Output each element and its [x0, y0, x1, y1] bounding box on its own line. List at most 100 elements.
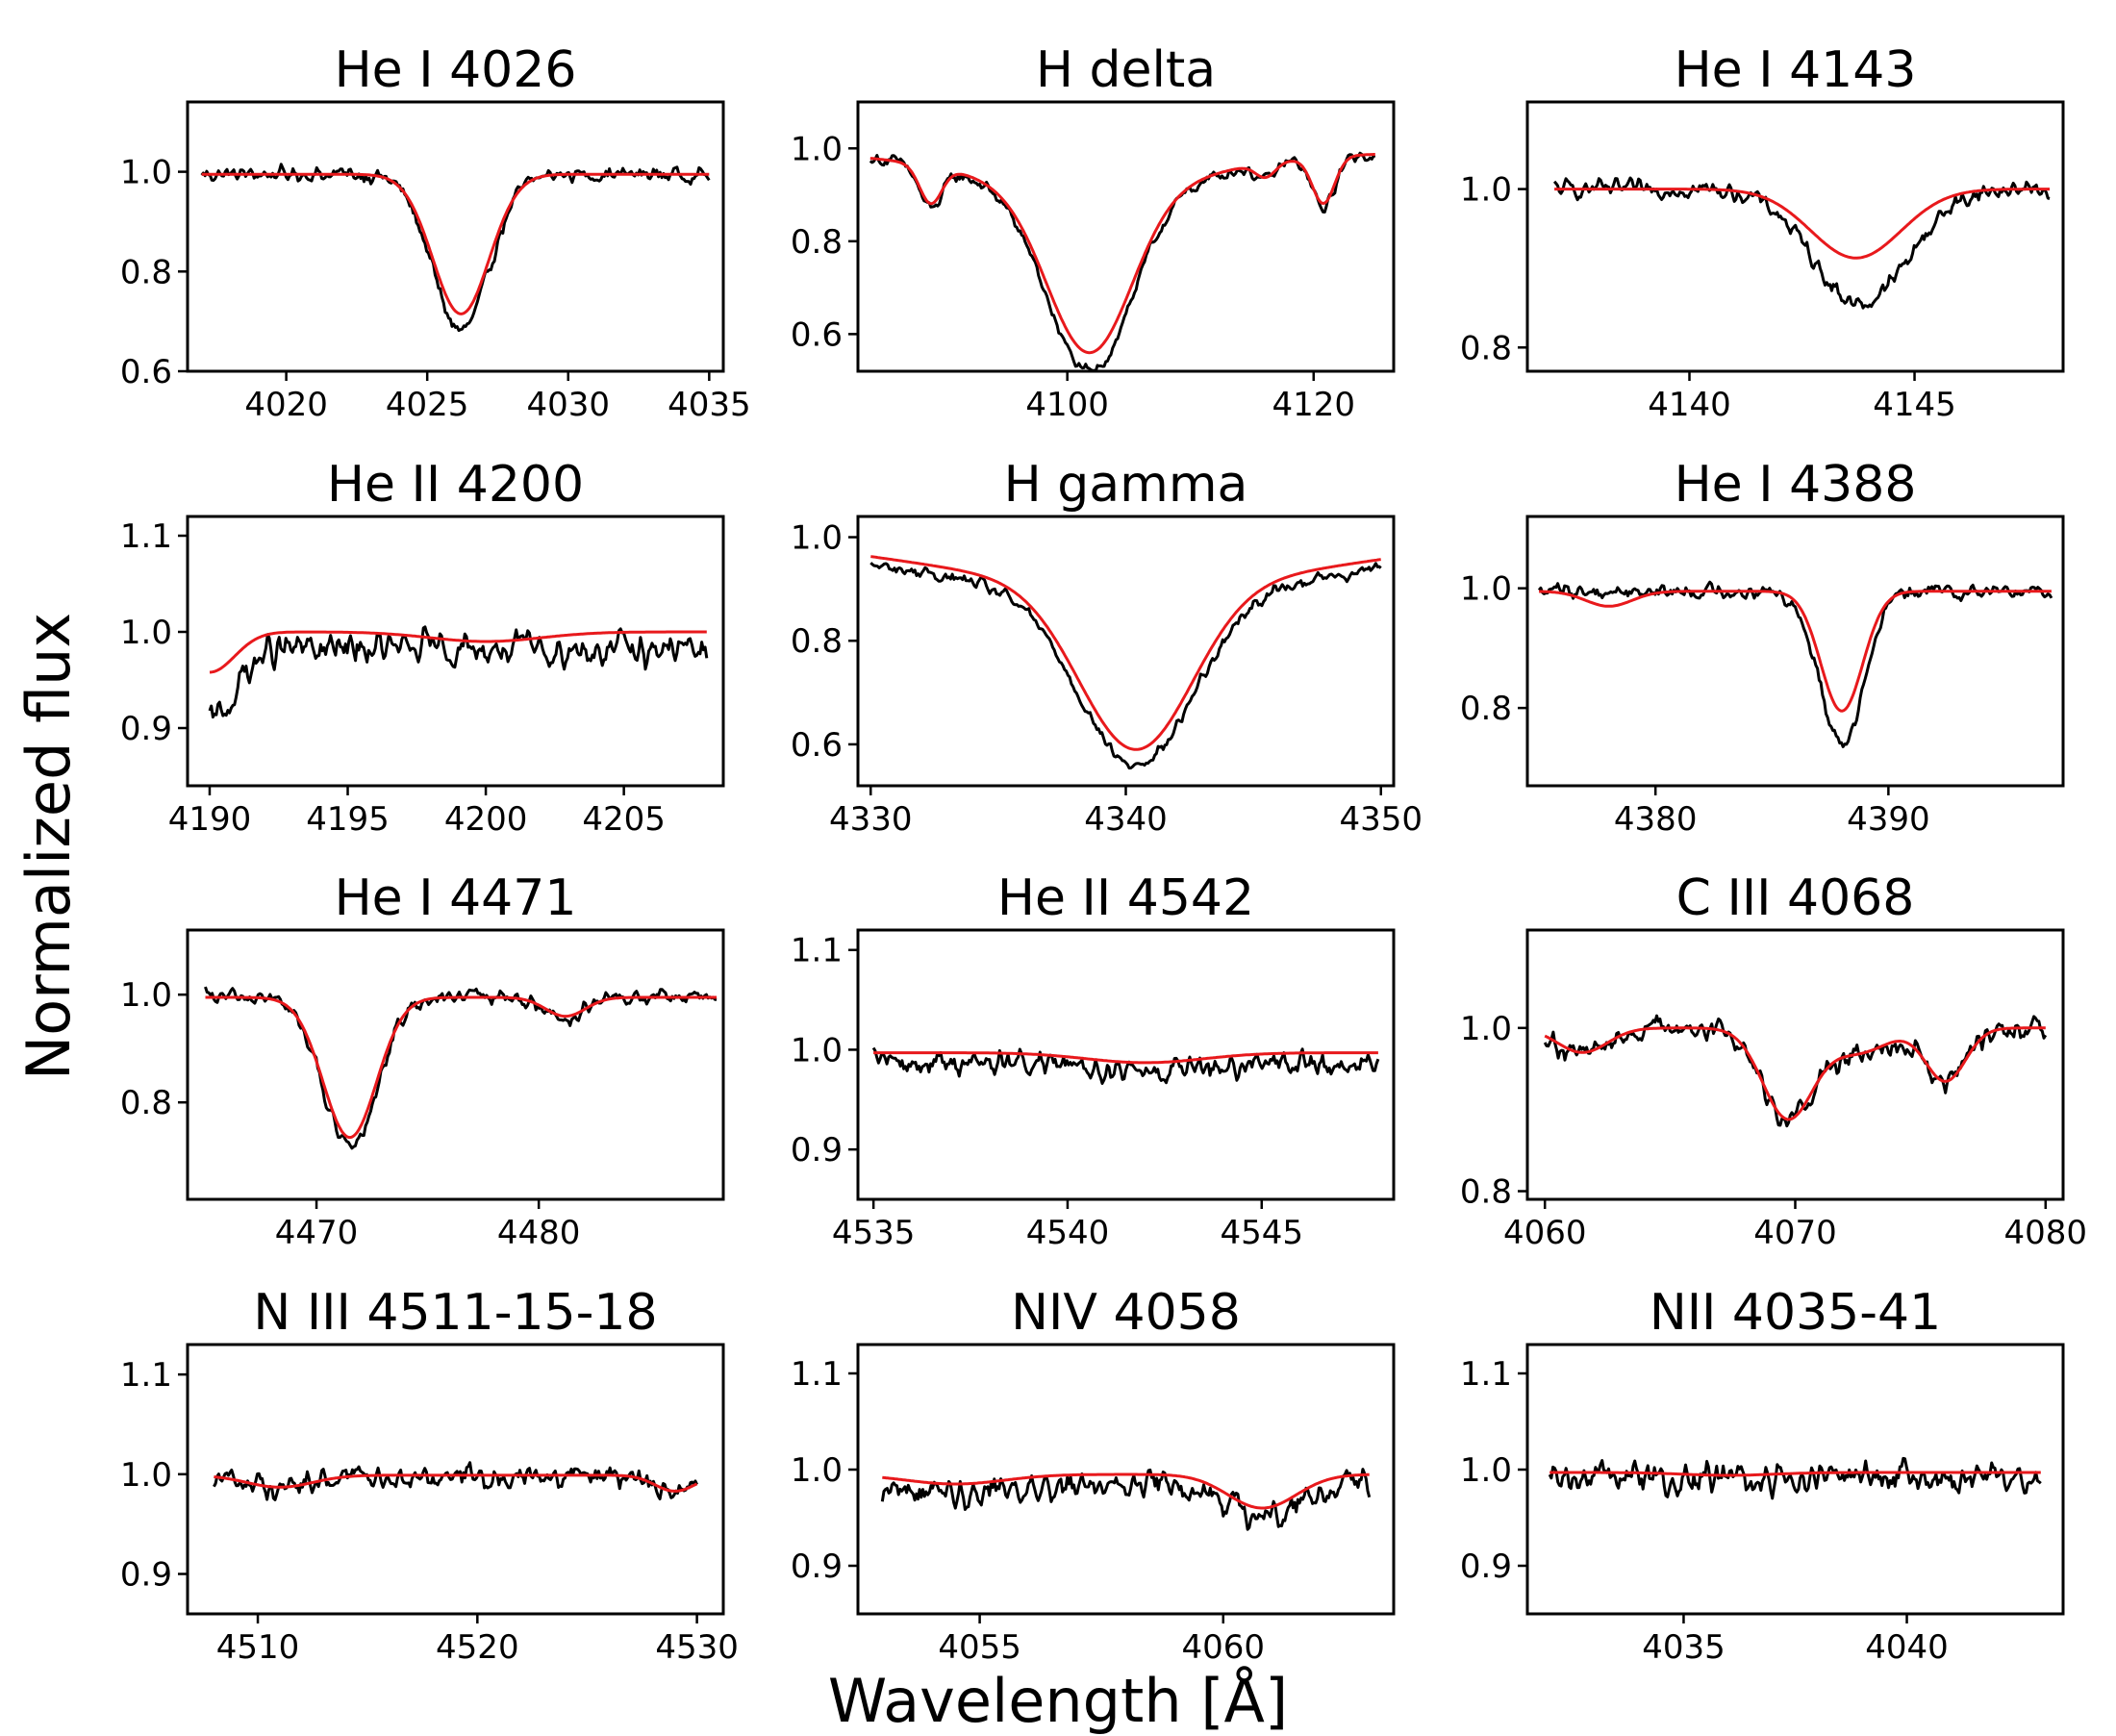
x-tick-label: 4520 — [436, 1628, 519, 1667]
subplot-1: 4020 4025 4030 4035 0.6 0.8 1.0 He I 4026 — [120, 41, 751, 424]
y-tick-label: 1.0 — [120, 154, 172, 192]
y-tick-label: 0.6 — [791, 726, 843, 765]
subplot-title: He I 4026 — [335, 41, 577, 99]
model-spectrum-line — [870, 555, 1381, 751]
y-tick-label: 0.9 — [120, 1556, 172, 1595]
axes-frame — [186, 928, 725, 1201]
x-tick-label: 4535 — [832, 1214, 916, 1252]
x-tick-label: 4470 — [275, 1214, 359, 1252]
x-tick-label: 4080 — [2004, 1214, 2088, 1252]
x-tick-label: 4510 — [216, 1628, 300, 1667]
subplot-5: 4330 4340 4350 0.6 0.8 1.0 H gamma — [791, 456, 1423, 839]
x-tick-label: 4140 — [1648, 386, 1731, 424]
axes-frame — [186, 100, 725, 373]
subplot-7: 4470 4480 0.8 1.0 He I 4471 — [120, 869, 725, 1252]
x-tick-label: 4390 — [1847, 800, 1930, 839]
x-tick-label: 4025 — [386, 386, 469, 424]
x-tick-label: 4060 — [1182, 1628, 1266, 1667]
y-tick-label: 1.1 — [1460, 1355, 1512, 1394]
x-tick-label: 4055 — [938, 1628, 1021, 1667]
x-tick-label: 4120 — [1272, 386, 1356, 424]
subplot-12: 4035 4040 0.9 1.0 1.1 NII 4035-41 — [1460, 1284, 2065, 1667]
x-tick-label: 4540 — [1026, 1214, 1110, 1252]
model-spectrum-line — [214, 1473, 698, 1493]
x-tick-label: 4340 — [1084, 800, 1168, 839]
subplot-title: H delta — [1036, 41, 1216, 99]
y-tick-label: 0.9 — [120, 710, 172, 748]
y-tick-label: 1.0 — [120, 614, 172, 652]
y-tick-label: 0.8 — [120, 1084, 172, 1122]
axes-frame — [186, 515, 725, 788]
axes-frame — [856, 928, 1396, 1201]
subplot-title: He II 4542 — [997, 869, 1254, 927]
observed-spectrum-line — [1543, 1014, 2048, 1128]
y-tick-label: 1.0 — [791, 1451, 843, 1490]
global-ylabel-svg: Normalized flux — [13, 613, 84, 1080]
y-tick-label: 1.0 — [120, 976, 172, 1015]
x-tick-label: 4195 — [306, 800, 390, 839]
model-spectrum-line — [873, 1051, 1378, 1065]
observed-spectrum-line — [871, 1046, 1380, 1085]
y-tick-label: 0.9 — [791, 1131, 843, 1170]
x-tick-label: 4205 — [582, 800, 666, 839]
subplot-title: NIV 4058 — [1011, 1284, 1241, 1342]
model-spectrum-line — [209, 630, 707, 674]
model-spectrum-line — [1554, 188, 2050, 260]
x-tick-label: 4040 — [1865, 1628, 1949, 1667]
subplot-title: He II 4200 — [327, 456, 584, 514]
x-tick-label: 4030 — [526, 386, 610, 424]
axes-frame — [1525, 1343, 2065, 1616]
y-tick-label: 0.9 — [1460, 1547, 1512, 1586]
y-tick-label: 0.6 — [791, 315, 843, 354]
x-tick-label: 4145 — [1873, 386, 1956, 424]
subplot-title: H gamma — [1004, 456, 1248, 514]
observed-spectrum-line — [880, 1468, 1372, 1531]
y-tick-label: 0.9 — [791, 1547, 843, 1586]
y-tick-label: 1.1 — [120, 1356, 172, 1395]
subplot-10: 4510 4520 4530 0.9 1.0 1.1 N III 4511-15-18 — [120, 1284, 739, 1667]
subplot-title: He I 4471 — [335, 869, 577, 927]
x-tick-label: 4100 — [1025, 386, 1109, 424]
subplot-4: 4190 4195 4200 4205 0.9 1.0 1.1 He II 4200 — [120, 456, 725, 839]
observed-spectrum-line — [1548, 1456, 2042, 1500]
y-tick-label: 1.1 — [791, 932, 843, 970]
model-spectrum-line — [1539, 590, 2052, 713]
axes-frame — [856, 100, 1396, 373]
x-tick-label: 4200 — [444, 800, 528, 839]
subplot-title: N III 4511-15-18 — [253, 1284, 657, 1342]
y-tick-label: 0.8 — [791, 622, 843, 661]
y-tick-label: 0.8 — [120, 253, 172, 291]
subplot-9: 4060 4070 4080 0.8 1.0 C III 4068 — [1460, 869, 2087, 1252]
y-tick-label: 1.0 — [1460, 1010, 1512, 1048]
x-tick-label: 4545 — [1221, 1214, 1304, 1252]
y-tick-label: 1.0 — [1460, 570, 1512, 609]
y-tick-label: 1.0 — [791, 1031, 843, 1069]
x-tick-label: 4190 — [168, 800, 252, 839]
observed-spectrum-line — [1537, 580, 2053, 748]
y-tick-label: 0.6 — [120, 353, 172, 391]
model-spectrum-line — [205, 995, 718, 1140]
axes-frame — [1525, 100, 2065, 373]
x-tick-label: 4530 — [655, 1628, 739, 1667]
model-spectrum-line — [882, 1472, 1370, 1510]
axes-frame — [1525, 515, 2065, 788]
model-spectrum-line — [1549, 1471, 2041, 1477]
y-tick-label: 1.0 — [1460, 171, 1512, 210]
x-tick-label: 4350 — [1339, 800, 1423, 839]
y-tick-label: 0.8 — [1460, 690, 1512, 728]
global-ylabel: Normalized flux — [13, 613, 84, 1080]
y-tick-label: 0.8 — [1460, 1173, 1512, 1212]
x-tick-label: 4020 — [244, 386, 328, 424]
global-xlabel: Wavelength [Å] — [827, 1666, 1289, 1736]
model-spectrum-line — [201, 172, 710, 315]
subplot-title: He I 4143 — [1675, 41, 1917, 99]
subplot-title: He I 4388 — [1675, 456, 1917, 514]
subplot-3: 4140 4145 0.8 1.0 He I 4143 — [1460, 41, 2065, 424]
observed-spectrum-line — [213, 1461, 698, 1501]
y-tick-label: 0.8 — [1460, 329, 1512, 367]
y-tick-label: 1.0 — [791, 130, 843, 168]
subplot-title: NII 4035-41 — [1650, 1284, 1941, 1342]
axes-frame — [186, 1343, 725, 1616]
global-ylabel-container: Normalized flux — [13, 0, 90, 1731]
